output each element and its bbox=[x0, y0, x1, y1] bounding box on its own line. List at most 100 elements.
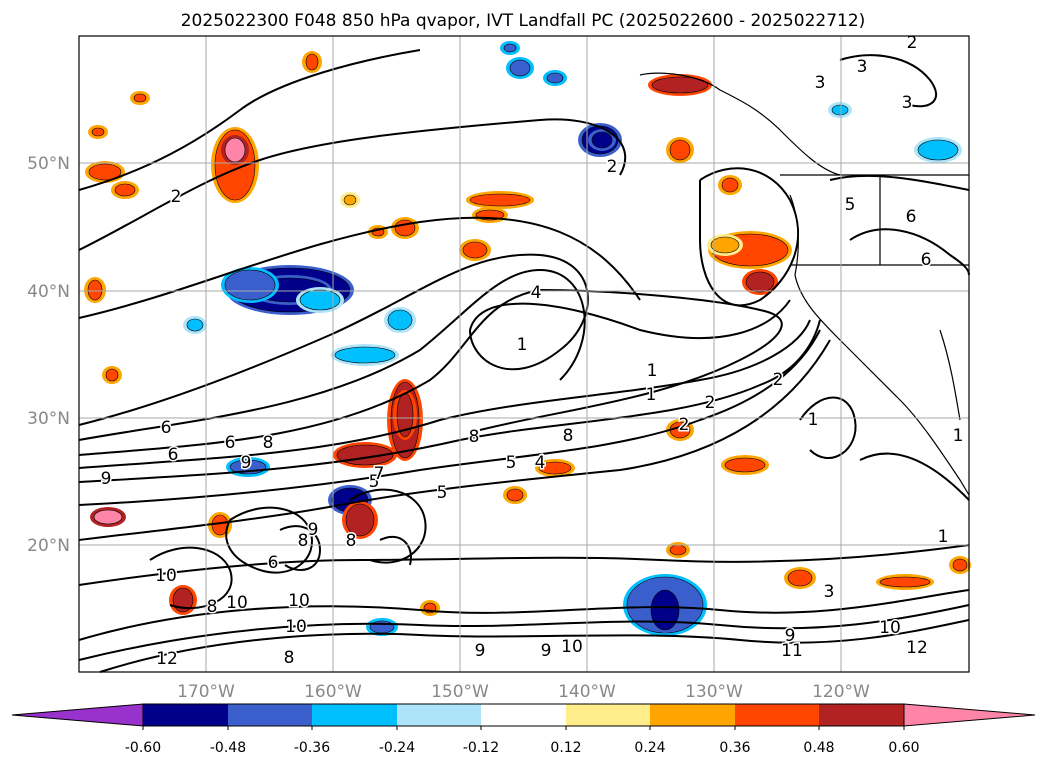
colorbar-tick-label: -0.36 bbox=[294, 740, 330, 756]
colorbar-tick-label: -0.24 bbox=[379, 740, 415, 756]
anomaly-fill bbox=[334, 346, 396, 364]
anomaly-fill bbox=[503, 43, 517, 53]
contour-label: 8 bbox=[469, 427, 480, 447]
anomaly-fill bbox=[651, 76, 709, 94]
lon-label-150w: 150°W bbox=[431, 682, 489, 702]
contour-label: 3 bbox=[815, 73, 826, 93]
colorbar-tick-label: 0.60 bbox=[888, 740, 919, 756]
colorbar-under-arrow bbox=[11, 703, 144, 727]
anomaly-fill bbox=[724, 457, 766, 473]
contour-label: 10 bbox=[561, 637, 583, 657]
anomaly-fill bbox=[546, 72, 564, 84]
anomaly-fill bbox=[186, 318, 204, 332]
anomaly-fill bbox=[650, 589, 680, 631]
colorbar-tick-label: -0.60 bbox=[125, 740, 161, 756]
lon-label-140w: 140°W bbox=[558, 682, 616, 702]
anomaly-fill bbox=[114, 183, 136, 197]
anomaly-fill bbox=[879, 576, 931, 588]
colorbar-ticks: -0.60 -0.48 -0.36 -0.24 -0.12 0.12 0.24 … bbox=[125, 740, 920, 756]
anomaly-fill bbox=[305, 53, 319, 71]
contour-label: 6 bbox=[168, 445, 179, 465]
ivt-contours bbox=[78, 49, 970, 673]
contour-label: 4 bbox=[535, 453, 546, 473]
anomaly-fill bbox=[87, 279, 103, 301]
lon-label-160w: 160°W bbox=[304, 682, 362, 702]
coastlines bbox=[639, 72, 970, 496]
contour-label: 5 bbox=[845, 195, 856, 215]
anomaly-fill bbox=[669, 544, 687, 556]
contour-label: 3 bbox=[824, 582, 835, 602]
colorbar-bin bbox=[566, 704, 650, 726]
contour-label: 4 bbox=[531, 283, 542, 303]
colorbar-over-arrow bbox=[903, 703, 1036, 727]
contour-label: 11 bbox=[781, 641, 803, 661]
colorbar-tick-label: 0.36 bbox=[719, 740, 750, 756]
contour-label: 2 bbox=[907, 33, 918, 53]
colorbar-tick-label: 0.24 bbox=[634, 740, 665, 756]
contour-label: 12 bbox=[906, 638, 928, 658]
anomaly-fill bbox=[345, 503, 375, 537]
anomaly-fill bbox=[721, 177, 739, 193]
anomaly-fill bbox=[224, 269, 276, 301]
contour-label: 8 bbox=[284, 648, 295, 668]
lat-labels: 50°N 40°N 30°N 20°N bbox=[27, 154, 70, 556]
anomaly-fill bbox=[952, 558, 968, 572]
contour-label: 9 bbox=[785, 626, 796, 646]
anomaly-fill bbox=[538, 461, 572, 475]
contour-label: 5 bbox=[437, 483, 448, 503]
contour-label: 10 bbox=[226, 593, 248, 613]
lat-label-40n: 40°N bbox=[27, 282, 70, 302]
contour-label: 8 bbox=[298, 531, 309, 551]
colorbar-bin bbox=[312, 704, 397, 726]
anomaly-fill bbox=[224, 137, 246, 163]
anomaly-fill bbox=[831, 104, 849, 116]
lon-label-130w: 130°W bbox=[685, 682, 743, 702]
graticule bbox=[79, 36, 969, 672]
contour-label: 1 bbox=[953, 426, 964, 446]
colorbar bbox=[11, 703, 1036, 730]
colorbar-bin bbox=[735, 704, 819, 726]
contour-label: 1 bbox=[517, 335, 528, 355]
contour-label: 10 bbox=[155, 566, 177, 586]
colorbar-tick-label: -0.48 bbox=[210, 740, 246, 756]
lat-label-20n: 20°N bbox=[27, 536, 70, 556]
contour-label: 6 bbox=[161, 418, 172, 438]
contour-label: 5 bbox=[506, 453, 517, 473]
anomaly-fill bbox=[462, 241, 488, 259]
colorbar-bin bbox=[650, 704, 735, 726]
contour-label: 1 bbox=[938, 527, 949, 547]
anomaly-fill bbox=[91, 127, 105, 137]
contour-label: 9 bbox=[541, 641, 552, 661]
anomaly-fill bbox=[387, 309, 413, 331]
anomaly-fill bbox=[299, 289, 341, 311]
contour-label: 7 bbox=[374, 464, 385, 484]
contour-label: 3 bbox=[857, 57, 868, 77]
lon-label-170w: 170°W bbox=[177, 682, 235, 702]
contour-label: 8 bbox=[346, 531, 357, 551]
contour-label: 6 bbox=[906, 207, 917, 227]
anomaly-fill bbox=[710, 236, 740, 254]
contour-label: 6 bbox=[921, 250, 932, 270]
anomaly-fill bbox=[469, 193, 531, 207]
lon-labels: 170°W 160°W 150°W 140°W 130°W 120°W bbox=[177, 682, 870, 702]
contour-label: 9 bbox=[241, 453, 252, 473]
colorbar-bin bbox=[481, 704, 566, 726]
colorbar-bin bbox=[397, 704, 481, 726]
anomaly-fill bbox=[93, 509, 123, 525]
anomaly-fill bbox=[105, 368, 119, 382]
anomaly-fill bbox=[745, 271, 775, 293]
contour-label: 1 bbox=[647, 361, 658, 381]
anomaly-fill bbox=[509, 59, 531, 77]
anomaly-fill bbox=[787, 569, 813, 587]
contour-label: 5 bbox=[369, 472, 380, 492]
contour-label: 12 bbox=[156, 649, 178, 669]
contour-label: 1 bbox=[808, 410, 819, 430]
anomaly-fill bbox=[343, 194, 357, 206]
lat-label-50n: 50°N bbox=[27, 154, 70, 174]
contour-label: 9 bbox=[308, 520, 319, 540]
contour-label: 8 bbox=[207, 597, 218, 617]
contour-label: 8 bbox=[263, 433, 274, 453]
